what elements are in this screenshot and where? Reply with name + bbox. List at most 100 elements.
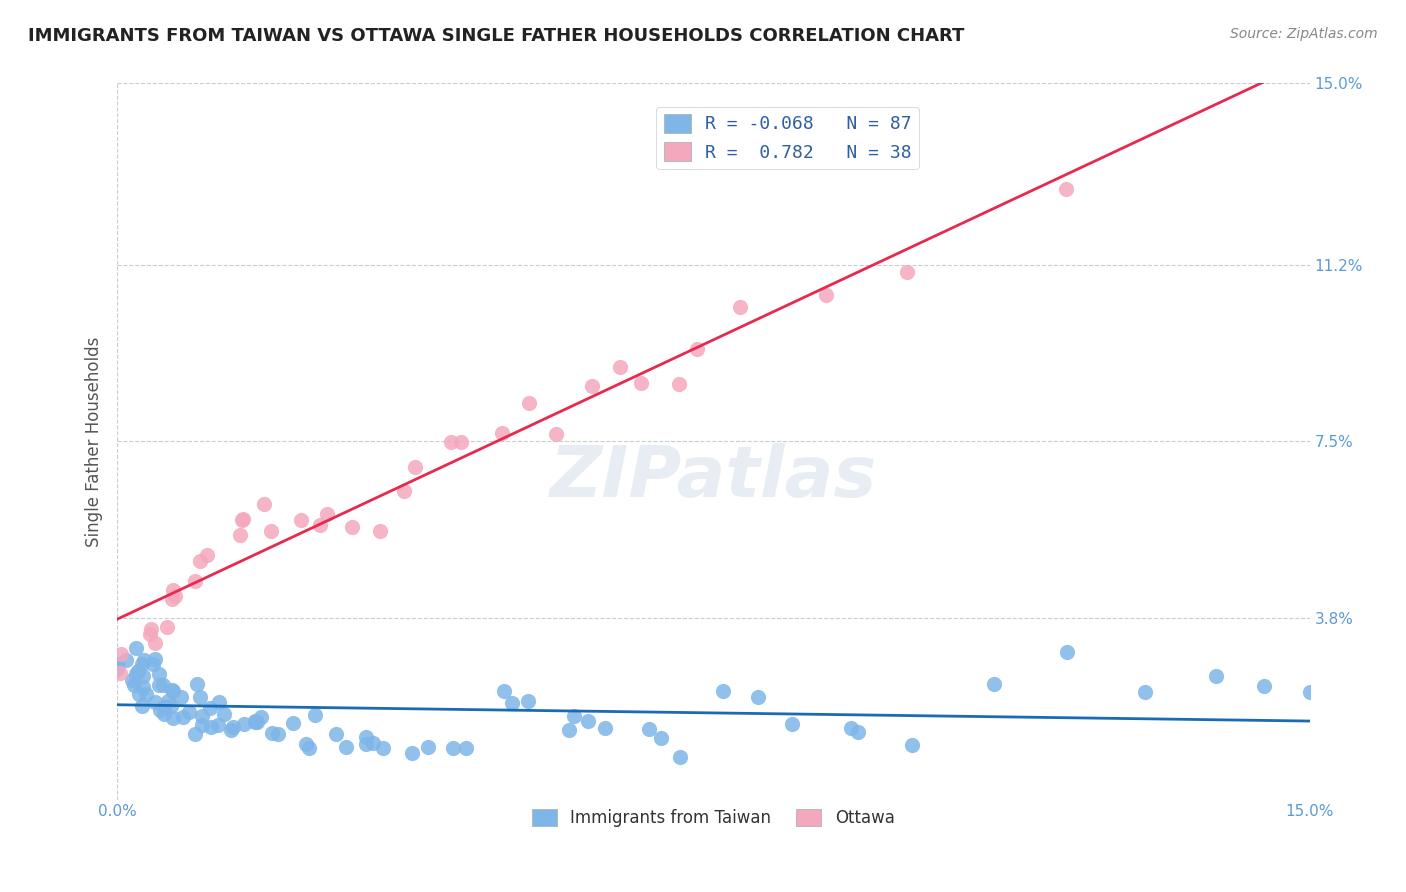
Point [780,717,803,731]
Point [160,592,183,607]
Point [108,666,131,681]
Point [896,265,918,279]
Point [200,720,222,734]
Point [131,680,153,694]
Point [186,676,208,690]
Point [1056,645,1078,659]
Point [229,528,252,542]
Point [846,725,869,739]
Point [281,715,304,730]
Point [361,736,384,750]
Point [143,695,166,709]
Point [494,684,516,698]
Point [440,434,463,449]
Point [630,376,652,391]
Point [124,640,146,655]
Point [1298,685,1320,699]
Point [179,706,201,720]
Point [839,721,862,735]
Point [232,511,254,525]
Point [152,678,174,692]
Point [815,288,838,302]
Point [267,727,290,741]
Point [191,718,214,732]
Point [354,730,377,744]
Point [169,690,191,704]
Point [309,518,332,533]
Point [557,723,579,737]
Point [260,524,283,538]
Point [149,703,172,717]
Text: IMMIGRANTS FROM TAIWAN VS OTTAWA SINGLE FATHER HOUSEHOLDS CORRELATION CHART: IMMIGRANTS FROM TAIWAN VS OTTAWA SINGLE … [28,27,965,45]
Point [668,377,690,392]
Point [208,695,231,709]
Point [219,723,242,737]
Point [184,574,207,588]
Point [335,740,357,755]
Text: ZIPatlas: ZIPatlas [550,442,877,512]
Point [222,720,245,734]
Point [669,750,692,764]
Point [295,737,318,751]
Point [198,701,221,715]
Point [371,741,394,756]
Point [131,699,153,714]
Point [325,727,347,741]
Point [143,635,166,649]
Point [153,699,176,714]
Point [122,678,145,692]
Point [243,714,266,729]
Point [262,725,284,739]
Point [184,727,207,741]
Point [156,694,179,708]
Point [298,740,321,755]
Point [1253,679,1275,693]
Point [121,673,143,687]
Point [441,741,464,756]
Point [546,426,568,441]
Point [501,696,523,710]
Text: Source: ZipAtlas.com: Source: ZipAtlas.com [1230,27,1378,41]
Point [162,582,184,597]
Point [190,708,212,723]
Point [135,687,157,701]
Point [1135,685,1157,699]
Point [105,662,128,676]
Point [159,698,181,713]
Point [162,711,184,725]
Point [354,737,377,751]
Point [315,507,337,521]
Point [105,657,128,672]
Point [491,425,513,440]
Point [581,379,603,393]
Point [160,682,183,697]
Point [416,740,439,755]
Point [394,484,416,499]
Point [141,623,163,637]
Point [243,714,266,729]
Point [340,520,363,534]
Point [638,722,661,736]
Point [165,590,187,604]
Point [450,435,472,450]
Point [253,497,276,511]
Point [153,706,176,721]
Point [711,684,734,698]
Point [139,627,162,641]
Point [517,395,540,409]
Point [562,708,585,723]
Point [595,721,617,735]
Legend: Immigrants from Taiwan, Ottawa: Immigrants from Taiwan, Ottawa [526,803,901,834]
Point [195,548,218,562]
Point [110,647,132,661]
Point [249,710,271,724]
Point [1205,669,1227,683]
Point [685,342,707,356]
Point [1054,181,1077,195]
Point [156,620,179,634]
Point [127,665,149,679]
Point [609,360,631,375]
Y-axis label: Single Father Households: Single Father Households [86,336,103,547]
Point [142,657,165,671]
Point [207,718,229,732]
